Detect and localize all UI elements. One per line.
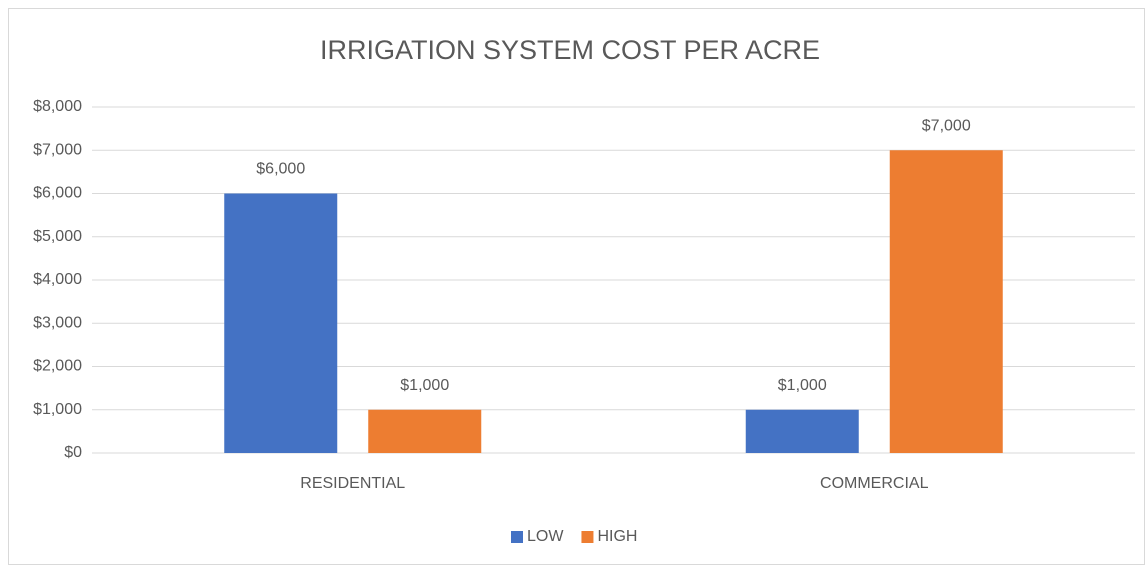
legend-label: LOW: [527, 528, 564, 545]
data-label: $1,000: [778, 377, 827, 394]
y-tick-label: $2,000: [33, 358, 82, 375]
bar: [224, 193, 338, 453]
chart-title: IRRIGATION SYSTEM COST PER ACRE: [320, 35, 820, 65]
data-label: $1,000: [400, 377, 449, 394]
x-tick-label: COMMERCIAL: [820, 475, 929, 492]
legend-label: HIGH: [597, 528, 637, 545]
bar: [889, 150, 1003, 453]
legend-swatch: [511, 531, 523, 543]
y-tick-label: $4,000: [33, 271, 82, 288]
bar: [745, 409, 859, 453]
y-tick-label: $0: [64, 444, 82, 461]
y-tick-label: $1,000: [33, 401, 82, 418]
y-tick-label: $5,000: [33, 228, 82, 245]
data-label: $6,000: [256, 161, 305, 178]
x-tick-label: RESIDENTIAL: [300, 475, 405, 492]
bar: [368, 409, 482, 453]
y-tick-label: $6,000: [33, 185, 82, 202]
legend-swatch: [581, 531, 594, 543]
y-tick-label: $7,000: [33, 141, 82, 158]
y-tick-label: $8,000: [33, 98, 82, 115]
data-label: $7,000: [922, 117, 971, 134]
y-tick-label: $3,000: [33, 314, 82, 331]
